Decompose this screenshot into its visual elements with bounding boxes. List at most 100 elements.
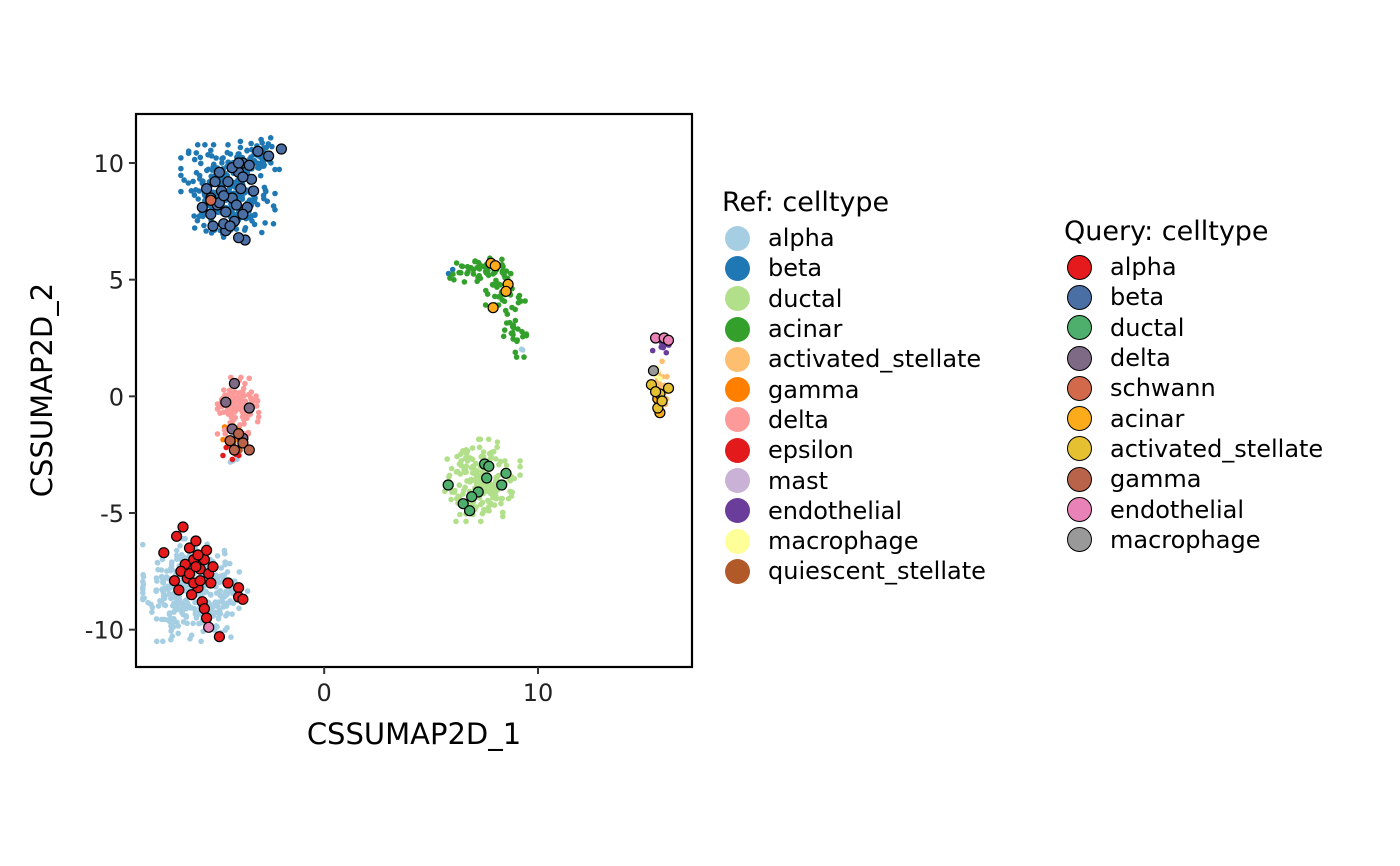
ref-legend-key xyxy=(722,556,752,586)
ref-point-ductal xyxy=(494,439,501,445)
query-point-beta xyxy=(233,157,245,169)
ref-point-beta xyxy=(178,172,184,179)
ref-legend-label: acinar xyxy=(768,315,843,344)
ref-point-beta xyxy=(208,147,214,154)
ref-legend-item-alpha: alpha xyxy=(722,223,986,253)
ref-point-ductal xyxy=(473,480,480,487)
ref-point-acinar xyxy=(522,298,528,304)
ref-point-beta xyxy=(244,147,250,154)
query-point-beta xyxy=(230,199,243,211)
ref-point-ductal xyxy=(462,467,469,474)
ref-point-ductal xyxy=(453,518,459,525)
query-point-beta xyxy=(275,143,287,155)
ref-point-beta xyxy=(237,144,244,151)
query-point-beta xyxy=(205,208,217,220)
query-legend-key xyxy=(1064,373,1094,403)
y-tick-label: 0 xyxy=(109,383,124,411)
ref-point-ductal xyxy=(470,470,476,476)
ref-point-acinar xyxy=(504,311,511,318)
ref-point-acinar xyxy=(512,349,519,356)
ref-point-acinar xyxy=(472,258,479,264)
ref-point-beta xyxy=(270,203,277,209)
ref-point-beta xyxy=(185,150,192,157)
ref-point-ductal xyxy=(503,462,510,469)
ref-point-ductal xyxy=(476,444,483,451)
ref-point-ductal xyxy=(456,482,463,488)
ref-legend-swatch xyxy=(724,498,750,524)
ref-legend-item-beta: beta xyxy=(722,253,986,283)
ref-point-ductal xyxy=(448,496,454,503)
ref-point-acinar xyxy=(477,275,484,282)
query-point-beta xyxy=(237,171,249,183)
ref-point-beta xyxy=(191,225,198,231)
ref-point-beta xyxy=(181,177,187,183)
ref-legend-key xyxy=(722,435,752,465)
ref-point-alpha xyxy=(161,602,167,608)
ref-point-beta xyxy=(252,195,258,201)
ref-legend-key xyxy=(722,284,752,314)
ref-point-beta xyxy=(272,166,278,173)
ref-point-alpha xyxy=(184,600,191,606)
ref-point-endothelial xyxy=(658,344,664,350)
ref-point-ductal xyxy=(498,500,504,507)
ref-point-alpha xyxy=(154,638,160,645)
ref-point-alpha xyxy=(213,603,220,609)
ref-point-beta xyxy=(202,142,208,148)
ref-point-ductal xyxy=(480,449,487,455)
ref-point-beta xyxy=(220,155,226,161)
ref-point-beta xyxy=(194,217,201,224)
ref-point-beta xyxy=(188,188,195,194)
ref-point-beta xyxy=(239,193,245,200)
query-point-alpha xyxy=(190,535,202,547)
ref-point-delta xyxy=(238,374,244,381)
ref-point-beta xyxy=(194,142,201,148)
query-legend-swatch xyxy=(1066,315,1092,341)
ref-point-beta xyxy=(211,161,217,168)
ref-point-alpha xyxy=(223,600,230,607)
ref-point-beta xyxy=(235,151,241,157)
ref-point-acinar xyxy=(490,271,496,277)
ref-point-alpha xyxy=(169,566,175,573)
ref-point-beta xyxy=(203,228,209,234)
ref-point-delta xyxy=(220,409,227,416)
query-point-beta xyxy=(233,232,245,244)
ref-point-alpha xyxy=(177,543,183,549)
ref-point-beta xyxy=(201,222,207,229)
ref-point-beta xyxy=(190,178,196,185)
query-legend-item-alpha: alpha xyxy=(1064,252,1323,282)
ref-point-alpha xyxy=(208,602,215,608)
ref-point-acinar xyxy=(464,263,471,270)
ref-point-delta xyxy=(255,409,262,416)
ref-point-ductal xyxy=(474,468,481,475)
query-point-endothelial xyxy=(203,621,215,633)
ref-point-alpha xyxy=(229,611,235,617)
query-point-alpha xyxy=(194,575,206,587)
y-axis: 10 5 0 -5 -10 xyxy=(85,150,136,645)
ref-point-acinar xyxy=(499,268,506,274)
query-point-endothelial xyxy=(662,334,675,346)
query-point-schwann xyxy=(205,194,217,206)
ref-point-acinar xyxy=(507,319,513,326)
query-point-delta xyxy=(220,396,232,408)
query-point-ductal xyxy=(481,472,493,484)
ref-point-beta xyxy=(270,221,277,227)
ref-legend-swatch xyxy=(724,255,750,281)
query-legend-item-delta: delta xyxy=(1064,343,1323,373)
ref-point-acinar xyxy=(459,263,466,270)
ref-point-delta xyxy=(254,418,261,425)
ref-point-delta xyxy=(245,429,252,436)
ref-legend-swatch xyxy=(724,558,750,584)
ref-legend-item-quiescent-stellate: quiescent_stellate xyxy=(722,556,986,586)
query-point-beta xyxy=(252,145,264,157)
query-point-gamma xyxy=(237,437,249,449)
ref-point-alpha xyxy=(190,620,196,627)
ref-point-ductal xyxy=(485,436,492,443)
query-point-ductal xyxy=(457,498,469,510)
ref-point-beta xyxy=(445,270,452,277)
ref-point-alpha xyxy=(175,623,181,629)
ref-point-alpha xyxy=(223,613,229,619)
ref-point-beta xyxy=(191,213,197,219)
ref-point-acinar xyxy=(515,299,522,306)
query-legend-swatch xyxy=(1066,527,1092,553)
query-legend-item-macrophage: macrophage xyxy=(1064,525,1323,555)
